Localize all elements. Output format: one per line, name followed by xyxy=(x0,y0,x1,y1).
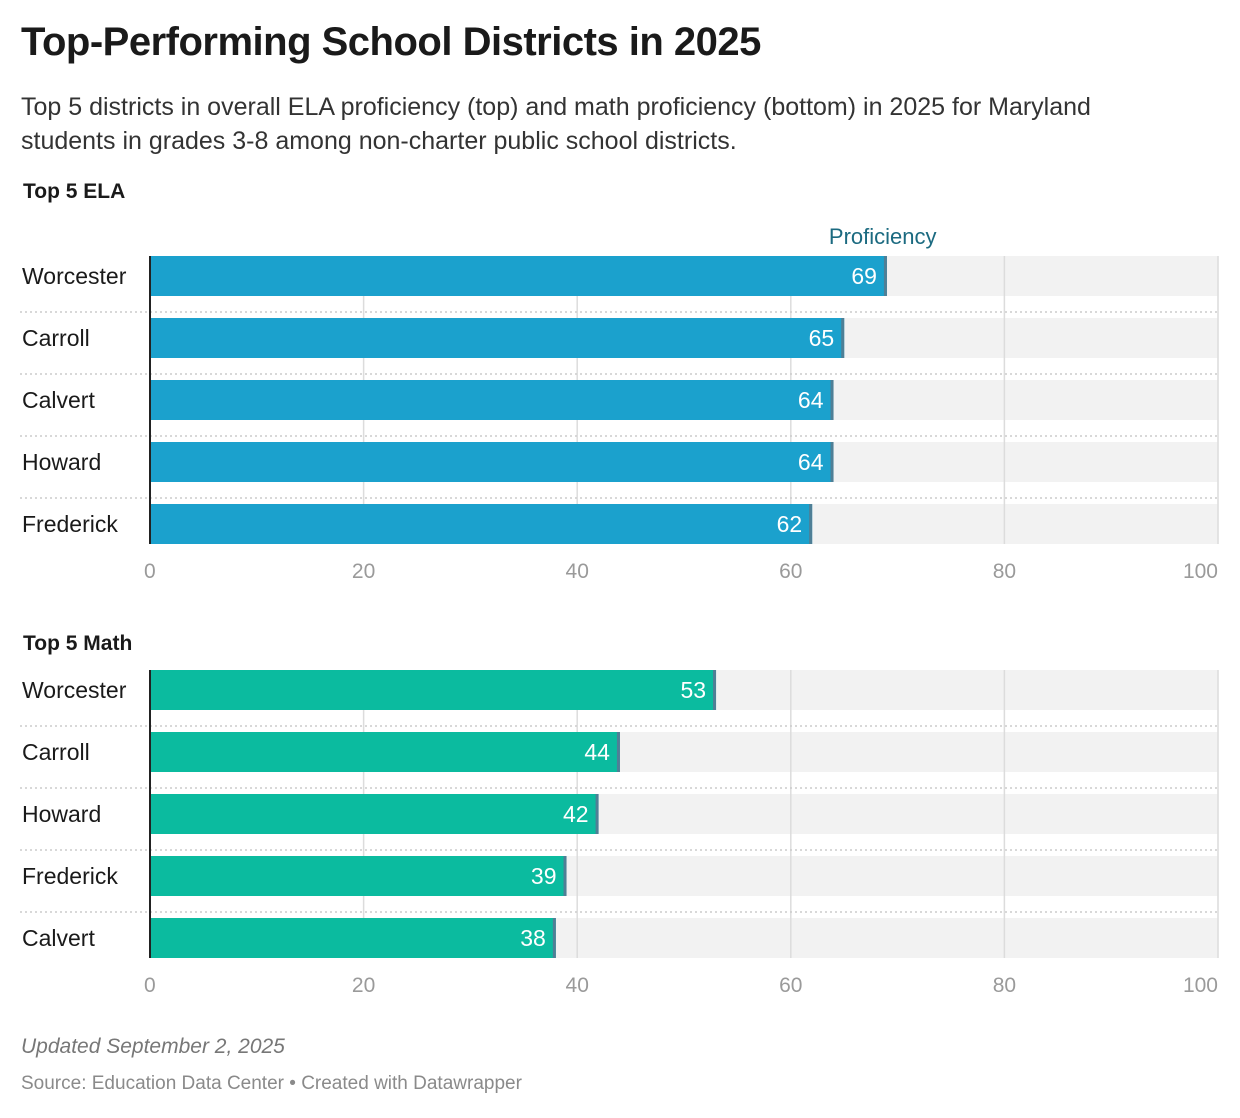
category-label: Howard xyxy=(22,449,101,475)
bar-end-marker xyxy=(809,504,813,544)
category-label: Frederick xyxy=(22,511,118,537)
bar-end-marker xyxy=(563,856,567,896)
category-label: Calvert xyxy=(22,387,95,413)
bar-end-marker xyxy=(552,918,556,958)
bar xyxy=(150,856,567,896)
bar xyxy=(150,256,887,296)
bar xyxy=(150,442,834,482)
bar xyxy=(150,670,717,710)
x-tick-label: 100 xyxy=(1183,974,1218,997)
data-label: 62 xyxy=(777,511,803,537)
bar xyxy=(150,732,620,772)
bar xyxy=(150,318,845,358)
bar-end-marker xyxy=(595,794,599,834)
updated-note: Updated September 2, 2025 xyxy=(21,1035,285,1058)
ela-section-title: Top 5 ELA xyxy=(23,180,126,203)
bar xyxy=(150,794,599,834)
x-tick-label: 40 xyxy=(566,974,589,997)
x-tick-label: 0 xyxy=(144,560,156,583)
math-section-title: Top 5 Math xyxy=(23,632,133,655)
category-label: Howard xyxy=(22,801,101,827)
legend-label: Proficiency xyxy=(829,224,937,249)
bar-end-marker xyxy=(841,318,845,358)
x-tick-label: 40 xyxy=(566,560,589,583)
chart-title: Top-Performing School Districts in 2025 xyxy=(21,20,761,64)
data-label: 39 xyxy=(531,863,557,889)
category-label: Carroll xyxy=(22,325,90,351)
category-label: Frederick xyxy=(22,863,118,889)
category-label: Worcester xyxy=(22,263,127,289)
category-label: Carroll xyxy=(22,739,90,765)
x-tick-label: 80 xyxy=(993,974,1016,997)
category-label: Calvert xyxy=(22,925,95,951)
chart-subtitle: Top 5 districts in overall ELA proficien… xyxy=(21,93,1091,155)
bar-end-marker xyxy=(713,670,717,710)
x-tick-label: 60 xyxy=(779,560,802,583)
bar-end-marker xyxy=(830,442,834,482)
data-label: 65 xyxy=(809,325,835,351)
data-label: 42 xyxy=(563,801,589,827)
math-chart: Worcester 53 Carroll 44 Howard 42 Frederick 39 C… xyxy=(20,670,1219,997)
x-tick-label: 0 xyxy=(144,974,156,997)
bar xyxy=(150,504,813,544)
data-label: 69 xyxy=(851,263,877,289)
source-note: Source: Education Data Center • Created … xyxy=(21,1073,522,1094)
data-label: 38 xyxy=(520,925,546,951)
data-label: 64 xyxy=(798,387,824,413)
x-tick-label: 80 xyxy=(993,560,1016,583)
bar-end-marker xyxy=(883,256,887,296)
x-tick-label: 100 xyxy=(1183,560,1218,583)
x-tick-label: 20 xyxy=(352,974,375,997)
x-tick-label: 20 xyxy=(352,560,375,583)
bar xyxy=(150,380,834,420)
bar xyxy=(150,918,556,958)
x-tick-label: 60 xyxy=(779,974,802,997)
data-label: 64 xyxy=(798,449,824,475)
category-label: Worcester xyxy=(22,677,127,703)
bar-end-marker xyxy=(616,732,620,772)
data-label: 53 xyxy=(680,677,706,703)
data-label: 44 xyxy=(584,739,610,765)
ela-chart: Proficiency Worcester 69 Carroll 65 Calvert 64… xyxy=(20,224,1219,583)
bar-end-marker xyxy=(830,380,834,420)
